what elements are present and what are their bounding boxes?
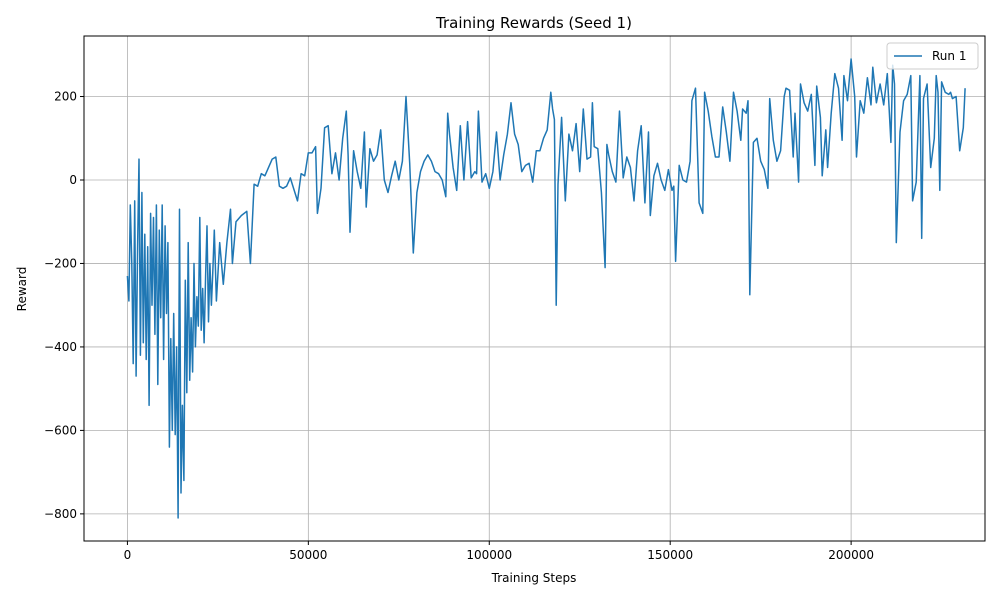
- x-tick-label: 0: [124, 548, 132, 562]
- legend-box: [886, 42, 979, 70]
- series-line-run-1: [126, 58, 966, 519]
- y-tick-label: 0: [69, 173, 77, 187]
- x-tick-label: 100000: [466, 548, 512, 562]
- x-axis: 0 50000 100000 150000 200000: [124, 541, 874, 562]
- y-tick-label: −400: [44, 340, 77, 354]
- grid: [84, 36, 985, 541]
- legend: Run 1: [886, 42, 979, 70]
- plot-area: [126, 58, 966, 519]
- y-tick-label: −600: [44, 423, 77, 437]
- axes-frame: [83, 35, 986, 542]
- x-tick-label: 150000: [647, 548, 693, 562]
- legend-label-run-1: Run 1: [932, 49, 966, 63]
- x-tick-label: 200000: [828, 548, 874, 562]
- y-tick-label: 200: [54, 90, 77, 104]
- x-axis-label: Training Steps: [491, 571, 577, 585]
- x-tick-label: 50000: [289, 548, 327, 562]
- chart-title: Training Rewards (Seed 1): [435, 14, 632, 32]
- y-tick-label: −800: [44, 507, 77, 521]
- y-axis: −800 −600 −400 −200 0 200: [44, 90, 84, 521]
- y-tick-label: −200: [44, 256, 77, 270]
- y-axis-label: Reward: [15, 267, 29, 312]
